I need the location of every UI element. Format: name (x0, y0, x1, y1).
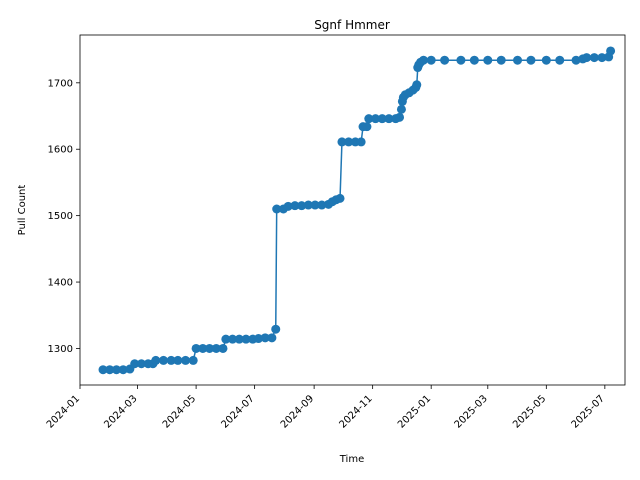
data-point (173, 355, 183, 365)
data-point (395, 112, 405, 122)
data-point (412, 80, 422, 90)
data-point (166, 355, 176, 365)
axes (79, 34, 626, 386)
data-point (469, 55, 479, 65)
data-point (513, 55, 523, 65)
data-point (272, 204, 282, 214)
x-axis-label: Time (339, 454, 364, 465)
data-point (267, 333, 277, 343)
data-point (228, 334, 238, 344)
data-point (130, 359, 140, 369)
data-point (571, 55, 581, 65)
data-point (426, 55, 436, 65)
data-point (234, 334, 244, 344)
data-point (191, 343, 201, 353)
y-axis-label: Pull Count (17, 185, 28, 236)
y-tick-label: 1500 (48, 211, 73, 222)
data-point (396, 104, 406, 114)
data-point (205, 343, 215, 353)
data-point (310, 200, 320, 210)
data-point (181, 355, 191, 365)
data-point (271, 324, 281, 334)
data-point (260, 333, 270, 343)
data-point (440, 55, 450, 65)
data-point (118, 365, 128, 375)
data-point (105, 365, 115, 375)
y-tick-label: 1700 (48, 78, 73, 89)
data-point (597, 53, 607, 63)
data-point (419, 55, 428, 65)
data-point (384, 114, 394, 124)
data-point (253, 334, 263, 344)
data-point (188, 355, 198, 365)
data-point (456, 55, 466, 65)
data-point (344, 137, 354, 147)
data-point (582, 53, 592, 63)
data-point (198, 343, 208, 353)
y-tick-label: 1400 (48, 278, 73, 289)
data-point (241, 334, 251, 344)
data-point (317, 200, 327, 210)
data-point (303, 200, 313, 210)
data-point (98, 365, 108, 375)
data-point (364, 114, 374, 124)
data-point (483, 55, 493, 65)
data-point (136, 359, 146, 369)
data-point (111, 365, 121, 375)
data-point (362, 122, 372, 132)
data-point (606, 46, 616, 56)
data-point (555, 55, 565, 65)
data-point (290, 201, 300, 211)
plot-frame (79, 34, 626, 386)
data-point (356, 137, 366, 147)
data-point (211, 343, 221, 353)
data-point (526, 55, 536, 65)
y-tick-label: 1300 (48, 344, 73, 355)
data-point (337, 137, 347, 147)
data-point (283, 201, 293, 211)
data-point (377, 114, 387, 124)
data-point (589, 53, 599, 63)
data-point (541, 55, 551, 65)
data-point (158, 355, 168, 365)
data-point (371, 114, 381, 124)
data-point (335, 193, 345, 203)
data-point (496, 55, 506, 65)
data-point (218, 343, 228, 353)
y-tick-label: 1600 (48, 145, 73, 156)
chart-title: Sgnf Hmmer (314, 18, 390, 32)
data-point (297, 201, 307, 211)
data-point (221, 334, 231, 344)
plot-area (98, 46, 616, 375)
data-point (151, 355, 161, 365)
y-axis: 1300 1400 1500 1600 1700 (48, 78, 80, 355)
